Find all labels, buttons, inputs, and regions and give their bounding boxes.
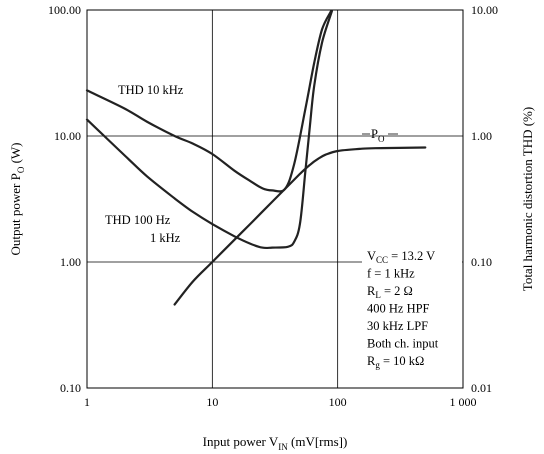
label-thd-1khz: 1 kHz [150,231,181,245]
y-axis-left-title: Output power PO (W) [8,142,26,255]
y-axis-left-title-main: Output power P [8,173,23,255]
x-tick-label: 10 [206,395,218,409]
x-tick-label: 1 000 [450,395,477,409]
x-tick-label: 100 [329,395,347,409]
label-po: PO [362,127,398,144]
y-axis-right-title: Total harmonic distortion THD (%) [520,107,535,291]
condition-line: Rg = 10 kΩ [367,354,424,370]
x-axis-title-unit: (mV[rms]) [288,434,348,449]
condition-line: RL = 2 Ω [367,284,413,300]
tick-labels: 1 10 100 1 000 0.10 1.00 10.00 100.00 0.01 0.10 1.… [48,3,498,409]
label-po-main: P [371,127,378,141]
label-thd-10khz: THD 10 kHz [118,83,184,97]
y-right-tick-label: 10.00 [471,3,498,17]
x-axis-title-sub: IN [278,442,288,452]
plot-frame [86,9,464,389]
y-axis-left-title-unit: (W) [8,142,23,166]
conditions-box-bg [362,244,462,380]
y-left-tick-label: 1.00 [60,255,81,269]
condition-line: f = 1 kHz [367,267,415,281]
y-right-tick-label: 0.10 [471,255,492,269]
condition-line: 30 kHz LPF [367,319,428,333]
condition-line: 400 Hz HPF [367,302,430,316]
y-left-tick-label: 10.00 [54,129,81,143]
svg-text:PO: PO [371,127,385,144]
x-tick-label: 1 [84,395,90,409]
curves [85,10,427,306]
curve-thd-10khz [85,10,332,193]
y-axis-left-title-sub: O [16,166,26,173]
label-po-sub: O [378,134,385,144]
y-left-tick-label: 100.00 [48,3,81,17]
y-left-tick-label: 0.10 [60,381,81,395]
curve-po [173,146,427,306]
x-axis-title: Input power VIN (mV[rms]) [203,434,348,452]
x-axis-title-main: Input power V [203,434,279,449]
grid-lines [87,10,463,388]
test-conditions: VCC = 13.2 V f = 1 kHz RL = 2 Ω 400 Hz HPF 3… [367,249,439,370]
curve-thd-100hz-1khz [85,10,333,250]
condition-line: Both ch. input [367,337,439,351]
condition-line: VCC = 13.2 V [367,249,435,265]
y-right-tick-label: 1.00 [471,129,492,143]
y-right-tick-label: 0.01 [471,381,492,395]
label-thd-100hz: THD 100 Hz [105,213,171,227]
